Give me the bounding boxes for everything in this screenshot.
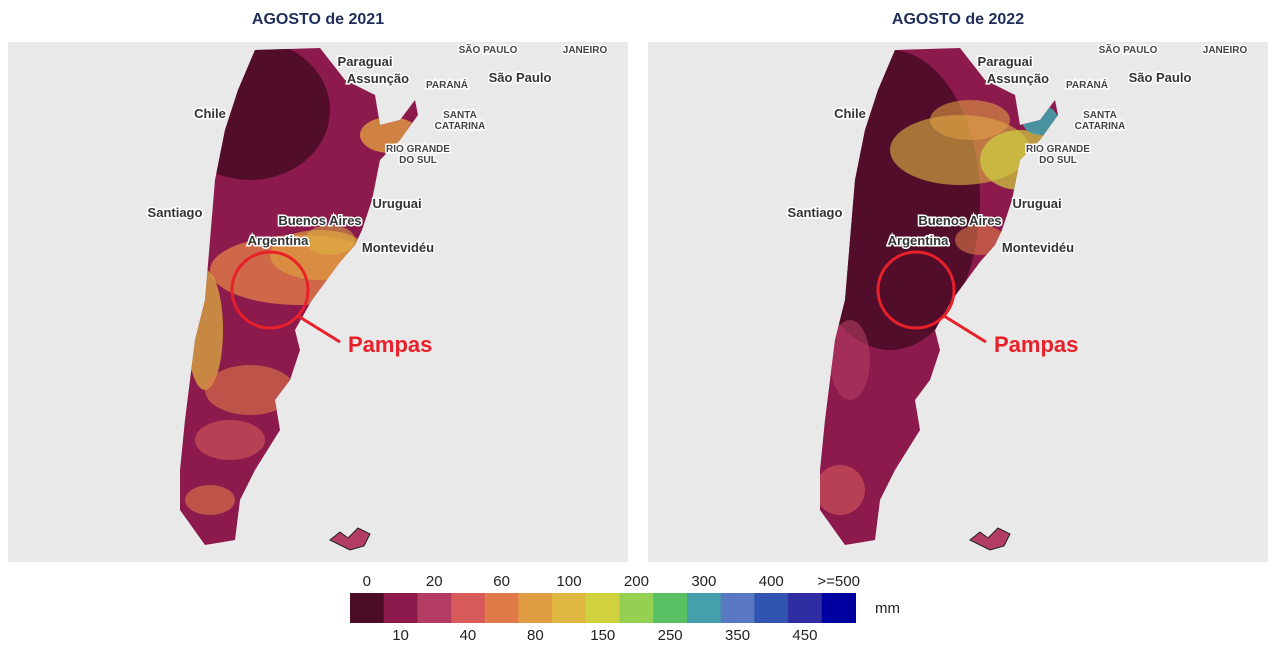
place-label: Paraguai xyxy=(338,54,393,69)
place-label: RIO GRANDE xyxy=(1026,144,1090,155)
place-label: PARANÁ xyxy=(426,78,468,91)
color-swatch xyxy=(451,593,486,623)
color-swatch xyxy=(788,593,823,623)
precip-area xyxy=(185,485,235,515)
color-swatch xyxy=(619,593,654,623)
legend-label: 100 xyxy=(557,573,582,590)
color-swatch xyxy=(350,593,385,623)
place-label: Assunção xyxy=(347,71,409,86)
place-label: JANEIRO xyxy=(563,45,608,56)
color-swatch xyxy=(653,593,688,623)
map-panel: AGOSTO de 2021 SÃO PAULO JANEIRO Paraguai As… xyxy=(8,11,628,562)
maps: AGOSTO de 2021 SÃO PAULO JANEIRO Paraguai As… xyxy=(8,11,1268,562)
legend: 0 20 60 100 200 300 400 >=500 10 40 80 150 250 350 450… xyxy=(350,573,900,644)
place-label: Chile xyxy=(194,106,226,121)
color-swatch xyxy=(720,593,755,623)
color-swatch xyxy=(484,593,519,623)
islands xyxy=(329,527,371,551)
legend-label: 10 xyxy=(392,627,409,644)
legend-label: 450 xyxy=(792,627,817,644)
precip-area xyxy=(205,365,295,415)
annotation: Pampas xyxy=(348,332,432,357)
color-swatch xyxy=(687,593,722,623)
place-label: Montevidéu xyxy=(1002,240,1074,255)
precip-area xyxy=(195,420,265,460)
color-swatch xyxy=(754,593,789,623)
precip-area xyxy=(820,465,865,515)
place-label: JANEIRO xyxy=(1203,45,1248,56)
place-label: DO SUL xyxy=(1039,155,1077,166)
color-swatch xyxy=(821,593,856,623)
place-label: PARANÁ xyxy=(1066,78,1108,91)
legend-label: >=500 xyxy=(817,573,860,590)
legend-label: 200 xyxy=(624,573,649,590)
place-label: Argentina xyxy=(888,233,949,248)
color-swatch xyxy=(585,593,621,623)
callout-line xyxy=(297,314,341,344)
place-label: Uruguai xyxy=(1012,196,1061,211)
legend-label: 40 xyxy=(460,627,477,644)
place-label: Buenos Aires xyxy=(918,213,1001,228)
annotation: Pampas xyxy=(994,332,1078,357)
place-label: Buenos Aires xyxy=(278,213,361,228)
place-label: Santiago xyxy=(788,205,843,220)
color-swatch xyxy=(417,593,452,623)
place-label: DO SUL xyxy=(399,155,437,166)
place-label: Chile xyxy=(834,106,866,121)
place-label: SÃO PAULO xyxy=(459,43,518,56)
map-panel: AGOSTO de 2022 SÃO PAULO JANEIRO Paraguai As… xyxy=(648,11,1268,562)
legend-label: 80 xyxy=(527,627,544,644)
precip-area xyxy=(305,225,355,255)
place-label: São Paulo xyxy=(489,70,552,85)
place-label: Santiago xyxy=(148,205,203,220)
place-label: CATARINA xyxy=(1075,121,1126,132)
legend-label: 300 xyxy=(691,573,716,590)
place-label: São Paulo xyxy=(1129,70,1192,85)
place-label: Argentina xyxy=(248,233,309,248)
place-label: RIO GRANDE xyxy=(386,144,450,155)
place-label: Paraguai xyxy=(978,54,1033,69)
place-label: CATARINA xyxy=(435,121,486,132)
legend-label: 60 xyxy=(493,573,510,590)
color-swatch xyxy=(383,593,418,623)
legend-label: 20 xyxy=(426,573,443,590)
color-swatch xyxy=(518,593,553,623)
highlight-circle xyxy=(876,250,956,330)
legend-label: 400 xyxy=(759,573,784,590)
place-label: SÃO PAULO xyxy=(1099,43,1158,56)
place-label: Montevidéu xyxy=(362,240,434,255)
place-label: SANTA xyxy=(1083,110,1117,121)
legend-label: 150 xyxy=(590,627,615,644)
islands xyxy=(969,527,1011,551)
legend-label: 250 xyxy=(658,627,683,644)
legend-label: 0 xyxy=(363,573,371,590)
legend-label: 350 xyxy=(725,627,750,644)
precip-area xyxy=(830,320,870,400)
place-label: SANTA xyxy=(443,110,477,121)
callout-line xyxy=(943,314,987,344)
highlight-circle xyxy=(230,250,310,330)
precip-area xyxy=(930,100,1010,140)
map-title: AGOSTO de 2021 xyxy=(252,11,384,28)
map-title: AGOSTO de 2022 xyxy=(892,11,1024,28)
precip-area xyxy=(955,225,1005,255)
place-label: Assunção xyxy=(987,71,1049,86)
legend-unit: mm xyxy=(875,600,900,617)
color-swatch xyxy=(552,593,587,623)
place-label: Uruguai xyxy=(372,196,421,211)
